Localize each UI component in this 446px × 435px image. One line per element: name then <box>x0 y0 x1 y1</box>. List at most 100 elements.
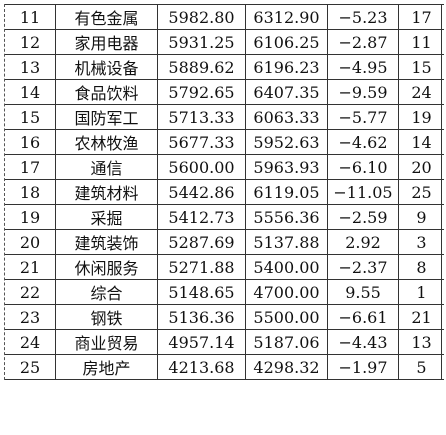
industry-cell: 商业贸易 <box>55 329 158 355</box>
change-cell: −4.62 <box>327 129 399 155</box>
industry-cell: 有色金属 <box>55 4 158 30</box>
value-a-cell: 5677.33 <box>157 129 246 155</box>
table-row: 25 房地产 4213.68 4298.32 −1.97 5 <box>5 354 444 380</box>
value-b-cell: 5187.06 <box>245 329 328 355</box>
industry-cell: 房地产 <box>55 354 158 380</box>
rank-cell: 19 <box>5 204 56 230</box>
prev-rank-cell: 20 <box>398 154 444 180</box>
value-a-cell: 5287.69 <box>157 229 246 255</box>
change-cell: −2.37 <box>327 254 399 280</box>
change-cell: −4.95 <box>327 54 399 80</box>
rank-cell: 24 <box>5 329 56 355</box>
table-row: 21 休闲服务 5271.88 5400.00 −2.37 8 <box>5 254 444 280</box>
prev-rank-cell: 9 <box>398 204 444 230</box>
prev-rank-cell: 11 <box>398 29 444 55</box>
rank-cell: 22 <box>5 279 56 305</box>
prev-rank-cell: 19 <box>398 104 444 130</box>
industry-cell: 国防军工 <box>55 104 158 130</box>
value-a-cell: 5442.86 <box>157 179 246 205</box>
change-cell: −2.59 <box>327 204 399 230</box>
rank-cell: 16 <box>5 129 56 155</box>
table-row: 18 建筑材料 5442.86 6119.05 −11.05 25 <box>5 179 444 205</box>
table-body: 11 有色金属 5982.80 6312.90 −5.23 17 12 家用电器… <box>5 4 444 380</box>
table-row: 14 食品饮料 5792.65 6407.35 −9.59 24 <box>5 79 444 105</box>
industry-cell: 通信 <box>55 154 158 180</box>
change-cell: −5.77 <box>327 104 399 130</box>
value-b-cell: 5137.88 <box>245 229 328 255</box>
change-cell: 2.92 <box>327 229 399 255</box>
industry-cell: 钢铁 <box>55 304 158 330</box>
industry-cell: 采掘 <box>55 204 158 230</box>
prev-rank-cell: 5 <box>398 354 444 380</box>
table-row: 24 商业贸易 4957.14 5187.06 −4.43 13 <box>5 329 444 355</box>
prev-rank-cell: 15 <box>398 54 444 80</box>
rank-cell: 25 <box>5 354 56 380</box>
value-b-cell: 6119.05 <box>245 179 328 205</box>
table-row: 17 通信 5600.00 5963.93 −6.10 20 <box>5 154 444 180</box>
industry-ranking-sheet: 11 有色金属 5982.80 6312.90 −5.23 17 12 家用电器… <box>4 4 444 380</box>
prev-rank-cell: 17 <box>398 4 444 30</box>
table-row: 11 有色金属 5982.80 6312.90 −5.23 17 <box>5 4 444 30</box>
value-a-cell: 5148.65 <box>157 279 246 305</box>
rank-cell: 15 <box>5 104 56 130</box>
prev-rank-cell: 13 <box>398 329 444 355</box>
value-a-cell: 5982.80 <box>157 4 246 30</box>
industry-cell: 家用电器 <box>55 29 158 55</box>
value-a-cell: 5889.62 <box>157 54 246 80</box>
prev-rank-cell: 21 <box>398 304 444 330</box>
rank-cell: 12 <box>5 29 56 55</box>
value-b-cell: 4700.00 <box>245 279 328 305</box>
value-a-cell: 4957.14 <box>157 329 246 355</box>
value-a-cell: 5271.88 <box>157 254 246 280</box>
table-row: 22 综合 5148.65 4700.00 9.55 1 <box>5 279 444 305</box>
change-cell: −9.59 <box>327 79 399 105</box>
value-b-cell: 6312.90 <box>245 4 328 30</box>
change-cell: −4.43 <box>327 329 399 355</box>
prev-rank-cell: 1 <box>398 279 444 305</box>
change-cell: −5.23 <box>327 4 399 30</box>
rank-cell: 21 <box>5 254 56 280</box>
change-cell: −6.10 <box>327 154 399 180</box>
rank-cell: 18 <box>5 179 56 205</box>
value-b-cell: 5963.93 <box>245 154 328 180</box>
rank-cell: 23 <box>5 304 56 330</box>
change-cell: −6.61 <box>327 304 399 330</box>
table-row: 23 钢铁 5136.36 5500.00 −6.61 21 <box>5 304 444 330</box>
industry-cell: 综合 <box>55 279 158 305</box>
value-b-cell: 5400.00 <box>245 254 328 280</box>
rank-cell: 17 <box>5 154 56 180</box>
industry-cell: 建筑材料 <box>55 179 158 205</box>
value-b-cell: 5952.63 <box>245 129 328 155</box>
value-a-cell: 5136.36 <box>157 304 246 330</box>
table-row: 20 建筑装饰 5287.69 5137.88 2.92 3 <box>5 229 444 255</box>
table-row: 12 家用电器 5931.25 6106.25 −2.87 11 <box>5 29 444 55</box>
industry-cell: 机械设备 <box>55 54 158 80</box>
industry-cell: 食品饮料 <box>55 79 158 105</box>
value-a-cell: 5600.00 <box>157 154 246 180</box>
prev-rank-cell: 14 <box>398 129 444 155</box>
value-b-cell: 5500.00 <box>245 304 328 330</box>
industry-cell: 农林牧渔 <box>55 129 158 155</box>
industry-cell: 休闲服务 <box>55 254 158 280</box>
value-b-cell: 5556.36 <box>245 204 328 230</box>
prev-rank-cell: 25 <box>398 179 444 205</box>
change-cell: −11.05 <box>327 179 399 205</box>
value-a-cell: 5792.65 <box>157 79 246 105</box>
value-b-cell: 6407.35 <box>245 79 328 105</box>
value-b-cell: 6063.33 <box>245 104 328 130</box>
change-cell: 9.55 <box>327 279 399 305</box>
change-cell: −1.97 <box>327 354 399 380</box>
table-row: 16 农林牧渔 5677.33 5952.63 −4.62 14 <box>5 129 444 155</box>
rank-cell: 14 <box>5 79 56 105</box>
rank-cell: 20 <box>5 229 56 255</box>
value-b-cell: 6196.23 <box>245 54 328 80</box>
table-row: 19 采掘 5412.73 5556.36 −2.59 9 <box>5 204 444 230</box>
rank-cell: 11 <box>5 4 56 30</box>
table-row: 13 机械设备 5889.62 6196.23 −4.95 15 <box>5 54 444 80</box>
value-b-cell: 4298.32 <box>245 354 328 380</box>
industry-ranking-table: 11 有色金属 5982.80 6312.90 −5.23 17 12 家用电器… <box>5 4 444 380</box>
prev-rank-cell: 24 <box>398 79 444 105</box>
value-a-cell: 5713.33 <box>157 104 246 130</box>
value-a-cell: 5412.73 <box>157 204 246 230</box>
industry-cell: 建筑装饰 <box>55 229 158 255</box>
